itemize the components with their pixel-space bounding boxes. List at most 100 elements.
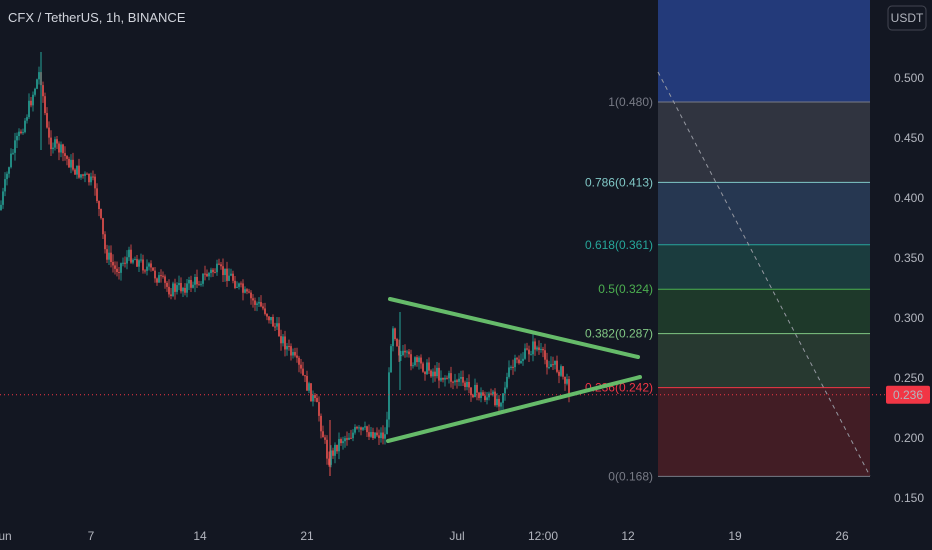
candle-body: [0, 204, 2, 210]
candle-body: [416, 357, 418, 363]
candle-body: [366, 426, 368, 433]
fib-level-label: 1(0.480): [608, 95, 653, 109]
candle-body: [168, 286, 170, 295]
candle-body: [182, 287, 184, 292]
candle-body: [308, 383, 310, 391]
triangle-pattern[interactable]: [386, 297, 642, 443]
candle-body: [356, 427, 358, 429]
candle-body: [414, 357, 416, 366]
candle-body: [348, 437, 350, 440]
candle-body: [566, 379, 568, 384]
time-tick-label: 12:00: [528, 529, 558, 543]
candle-body: [358, 427, 360, 429]
candle-body: [296, 355, 298, 358]
candle-body: [466, 381, 468, 387]
fib-zone: [658, 244, 870, 290]
candle-body: [130, 249, 132, 263]
triangle-lower-line[interactable]: [386, 375, 642, 443]
candle-body: [342, 441, 344, 444]
candle-body: [234, 280, 236, 288]
candle-body: [406, 351, 408, 353]
candle-body: [184, 287, 186, 293]
candle-body: [514, 358, 516, 368]
candle-body: [564, 376, 566, 384]
candle-body: [500, 402, 502, 407]
candle-body: [412, 365, 414, 367]
candle-body: [30, 100, 32, 106]
time-tick-label: Jul: [449, 529, 464, 543]
candle-body: [400, 355, 402, 357]
candle-body: [214, 272, 216, 274]
current-price-badge-bg: [886, 385, 930, 404]
candle-body: [252, 298, 254, 301]
candle-body: [22, 132, 24, 134]
candle-body: [230, 273, 232, 276]
candle-body: [56, 139, 58, 144]
candle-body: [534, 341, 536, 350]
candle-body: [208, 273, 210, 277]
candle-body: [44, 96, 46, 114]
price-tick-label: 0.150: [894, 491, 924, 505]
candle-body: [298, 357, 300, 365]
triangle-upper-line[interactable]: [388, 297, 640, 359]
candle-body: [512, 366, 514, 368]
candle-body: [90, 176, 92, 183]
time-tick-label: 26: [835, 529, 849, 543]
candle-body: [440, 377, 442, 381]
candle-body: [450, 373, 452, 382]
price-axis[interactable]: USDT: [887, 5, 927, 31]
candle-body: [552, 364, 554, 366]
candle-body: [250, 292, 252, 299]
candle-body: [464, 382, 466, 387]
candle-body: [322, 431, 324, 438]
candle-body: [408, 351, 410, 355]
time-tick-label: 19: [728, 529, 742, 543]
candle-body: [468, 381, 470, 388]
candle-body: [388, 372, 390, 420]
candle-body: [266, 313, 268, 317]
candle-body: [492, 391, 494, 395]
candle-body: [452, 381, 454, 383]
candle-body: [206, 273, 208, 277]
candle-body: [256, 303, 258, 305]
candle-body: [284, 336, 286, 350]
candle-body: [162, 275, 164, 277]
price-axis-ticks: 0.500 0.450 0.400 0.350 0.300 0.250 0.200 0.150: [894, 71, 924, 505]
candle-body: [398, 346, 400, 356]
candle-body: [520, 361, 522, 364]
candle-body: [12, 152, 14, 154]
candle-body: [16, 136, 18, 141]
candle-body: [48, 127, 50, 138]
candle-body: [138, 260, 140, 267]
current-price-badge: 0.236: [886, 385, 930, 404]
price-tick-label: 0.400: [894, 191, 924, 205]
candle-body: [380, 432, 382, 439]
candle-body: [410, 354, 412, 367]
fib-zone: [658, 387, 870, 477]
candle-body: [498, 398, 500, 407]
candle-body: [530, 354, 532, 356]
candlestick-series: [0, 52, 885, 476]
candle-body: [390, 346, 392, 373]
fib-zone: [658, 102, 870, 183]
candle-body: [26, 117, 28, 121]
candle-body: [264, 308, 266, 314]
candle-body: [292, 352, 294, 356]
candle-body: [324, 437, 326, 440]
candle-body: [458, 378, 460, 382]
candle-body: [160, 275, 162, 277]
candle-body: [420, 357, 422, 364]
candle-body: [424, 371, 426, 375]
candle-body: [546, 359, 548, 368]
candle-body: [518, 359, 520, 364]
candle-body: [354, 427, 356, 433]
fib-level-label: 0.786(0.413): [585, 175, 653, 189]
candle-body: [344, 438, 346, 442]
candle-body: [540, 348, 542, 350]
candle-body: [550, 364, 552, 367]
candle-body: [128, 249, 130, 258]
currency-label: USDT: [891, 11, 924, 25]
candle-body: [538, 347, 540, 350]
fibonacci-retracement[interactable]: 1(0.480) 0.786(0.413) 0.618(0.361) 0.5(0.32…: [585, 0, 871, 483]
